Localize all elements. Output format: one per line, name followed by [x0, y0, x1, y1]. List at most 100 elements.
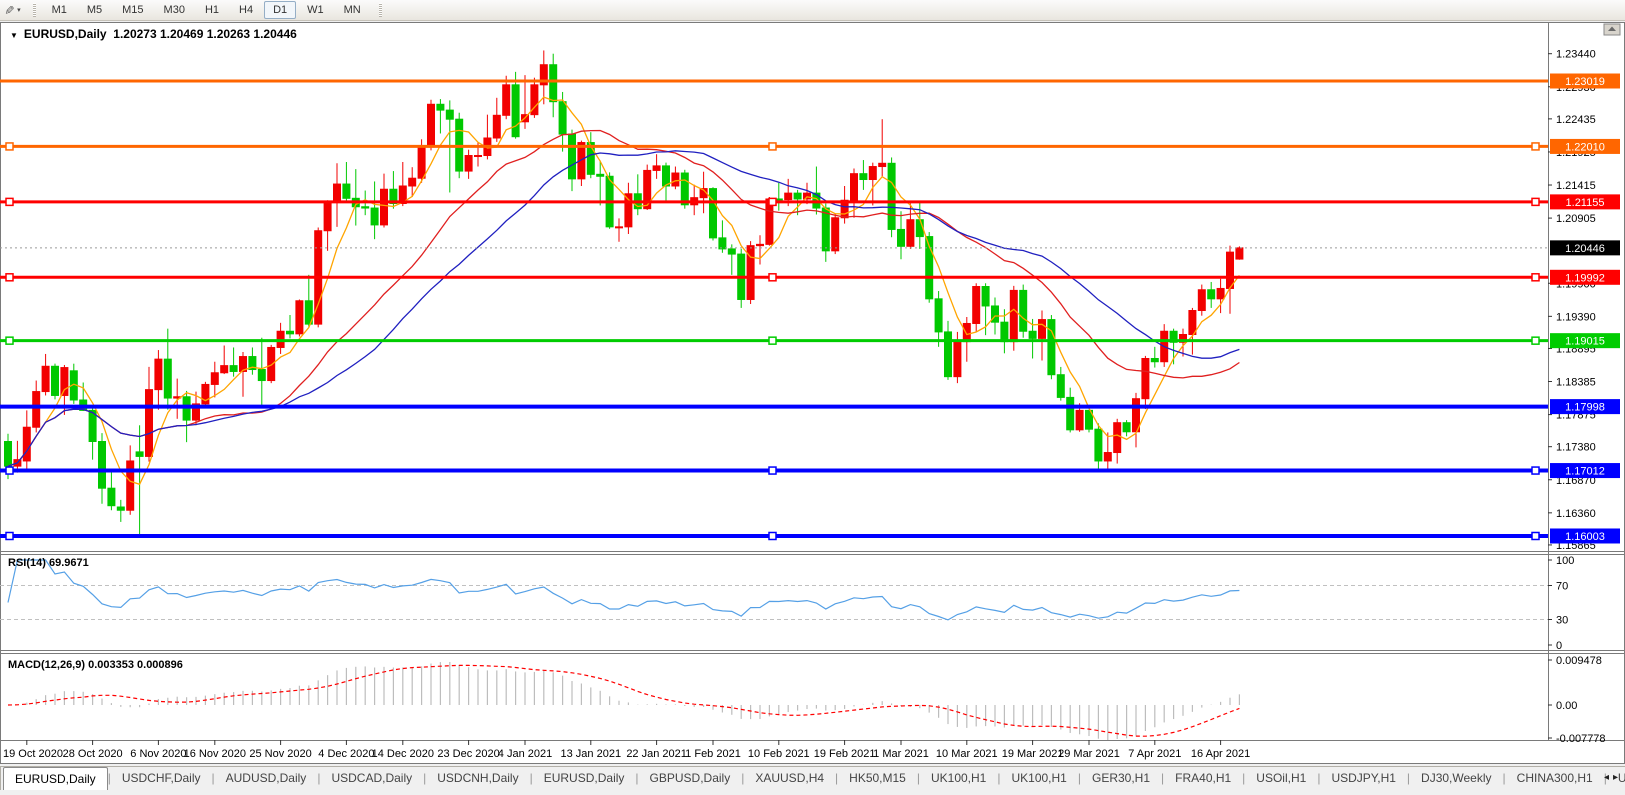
candle-body	[88, 409, 97, 443]
candle-body	[859, 173, 868, 181]
chart-tab-hk50-m15-8[interactable]: HK50,M15	[849, 771, 906, 785]
timeframe-button-m30[interactable]: M30	[163, 4, 185, 16]
date-label: 23 Dec 2020	[437, 748, 499, 760]
date-label: 16 Apr 2021	[1191, 748, 1250, 760]
timeframe-button-w1[interactable]: W1	[307, 4, 324, 16]
line-drag-handle[interactable]	[768, 336, 777, 345]
price-tick-label: 1.17380	[1556, 442, 1596, 454]
tab-separator: |	[1077, 771, 1081, 785]
candle-body	[652, 165, 661, 171]
line-drag-handle[interactable]	[5, 197, 14, 207]
chart-tab-audusd-daily-2[interactable]: AUDUSD,Daily	[225, 771, 307, 785]
line-drag-handle[interactable]	[5, 336, 14, 345]
line-drag-handle[interactable]	[1531, 336, 1540, 345]
candle-body	[821, 207, 830, 252]
candle-body	[1056, 374, 1065, 398]
chart-tab-usoil-h1-13[interactable]: USOil,H1	[1256, 771, 1307, 785]
timeframe-button-d1[interactable]: D1	[264, 1, 297, 19]
candle-body	[257, 369, 266, 382]
chevron-down-icon[interactable]: ▾	[17, 7, 21, 14]
tabbar-grip	[0, 767, 1, 790]
candle-body	[1113, 422, 1122, 454]
chart-tab-gbpusd-daily-6[interactable]: GBPUSD,Daily	[649, 771, 731, 785]
candle-body	[962, 322, 971, 343]
chart-tab-xauusd-h4-7[interactable]: XAUUSD,H4	[755, 771, 825, 785]
candle-body	[98, 441, 106, 489]
candle-body	[267, 346, 276, 382]
line-drag-handle[interactable]	[768, 142, 777, 151]
timeframe-button-h4[interactable]: H4	[239, 4, 254, 16]
draw-tool-icon[interactable]: ✎	[2, 4, 17, 16]
line-drag-handle[interactable]	[1531, 142, 1540, 151]
price-tick-label: 1.23440	[1556, 49, 1596, 61]
candle-body	[333, 183, 341, 203]
date-label: 4 Jan 2021	[498, 748, 552, 760]
timeframe-button-m15[interactable]: M15	[122, 4, 144, 16]
timeframe-button-h1[interactable]: H1	[204, 4, 220, 16]
line-drag-handle[interactable]	[768, 531, 777, 541]
candle-body	[116, 506, 125, 511]
timeframe-button-mn[interactable]: MN	[343, 4, 361, 16]
candle-body	[107, 487, 116, 507]
price-tick-label: 1.20905	[1556, 213, 1596, 225]
candle-body	[897, 228, 905, 247]
level-price-badge	[1550, 269, 1620, 285]
line-drag-handle[interactable]	[5, 531, 14, 541]
tab-separator: |	[1242, 771, 1246, 785]
chart-tab-uk100-h1-10[interactable]: UK100,H1	[1011, 771, 1067, 785]
candle-body	[1188, 310, 1197, 335]
chart-tab-usdjpy-h1-14[interactable]: USDJPY,H1	[1331, 771, 1396, 785]
tab-scroll-left-icon[interactable]: ◂	[1603, 772, 1613, 783]
chart-tab-china300-h1-16[interactable]: CHINA300,H1	[1516, 771, 1593, 785]
chart-menu-arrow-icon[interactable]: ▼	[10, 31, 18, 40]
candle-body	[981, 286, 990, 307]
candle-body	[126, 460, 135, 511]
tab-separator: |	[741, 771, 745, 785]
line-drag-handle[interactable]	[768, 466, 777, 475]
chart-tab-usdchf-daily-1[interactable]: USDCHF,Daily	[121, 771, 201, 785]
line-drag-handle[interactable]	[768, 197, 777, 207]
chart-tab-uk100-h1-9[interactable]: UK100,H1	[930, 771, 987, 785]
chart-tab-u-17[interactable]: U	[1617, 771, 1625, 785]
chart-tab-eurusd-daily-0[interactable]: EURUSD,Daily	[3, 767, 108, 790]
line-drag-handle[interactable]	[1531, 197, 1540, 207]
chart-tab-usdcnh-daily-4[interactable]: USDCNH,Daily	[437, 771, 519, 785]
line-drag-handle[interactable]	[5, 466, 14, 475]
price-tick-label: 1.16360	[1556, 508, 1596, 520]
candle-body	[887, 162, 896, 230]
candle-body	[370, 207, 379, 226]
date-label: 16 Nov 2020	[184, 748, 246, 760]
line-drag-handle[interactable]	[768, 273, 777, 282]
level-price-badge	[1550, 138, 1620, 154]
tab-scroll-right-icon[interactable]: ▸	[1612, 772, 1622, 783]
timeframe-button-m5[interactable]: M5	[86, 4, 103, 16]
date-label: 1 Mar 2021	[873, 748, 929, 760]
candle-body	[201, 383, 210, 405]
chart-title: ▼ EURUSD,Daily 1.20273 1.20469 1.20263 1.…	[10, 27, 297, 41]
chart-tab-fra40-h1-12[interactable]: FRA40,H1	[1175, 771, 1232, 785]
line-drag-handle[interactable]	[1531, 531, 1540, 541]
timeframe-button-m1[interactable]: M1	[51, 4, 67, 16]
level-price-badge	[1550, 463, 1620, 479]
current-price-badge	[1550, 240, 1620, 256]
line-drag-handle[interactable]	[1531, 273, 1540, 282]
candle-body	[756, 243, 764, 247]
chart-tab-dj30-weekly-15[interactable]: DJ30,Weekly	[1421, 771, 1492, 785]
chart-tab-ger30-h1-11[interactable]: GER30,H1	[1091, 771, 1151, 785]
candle-body	[1103, 452, 1112, 462]
candle-body	[1235, 247, 1244, 260]
date-label: 13 Jan 2021	[561, 748, 622, 760]
chart-tab-eurusd-daily-5[interactable]: EURUSD,Daily	[543, 771, 625, 785]
candle-body	[718, 237, 727, 250]
candle-body	[154, 358, 163, 391]
candle-body	[596, 173, 605, 177]
chart-tab-usdcad-daily-3[interactable]: USDCAD,Daily	[331, 771, 413, 785]
line-drag-handle[interactable]	[5, 273, 14, 282]
line-drag-handle[interactable]	[1531, 466, 1540, 475]
candle-body	[248, 356, 257, 371]
date-label: 22 Jan 2021	[626, 748, 687, 760]
candle-body	[427, 103, 435, 148]
candle-body	[1169, 330, 1178, 343]
line-drag-handle[interactable]	[5, 142, 14, 151]
